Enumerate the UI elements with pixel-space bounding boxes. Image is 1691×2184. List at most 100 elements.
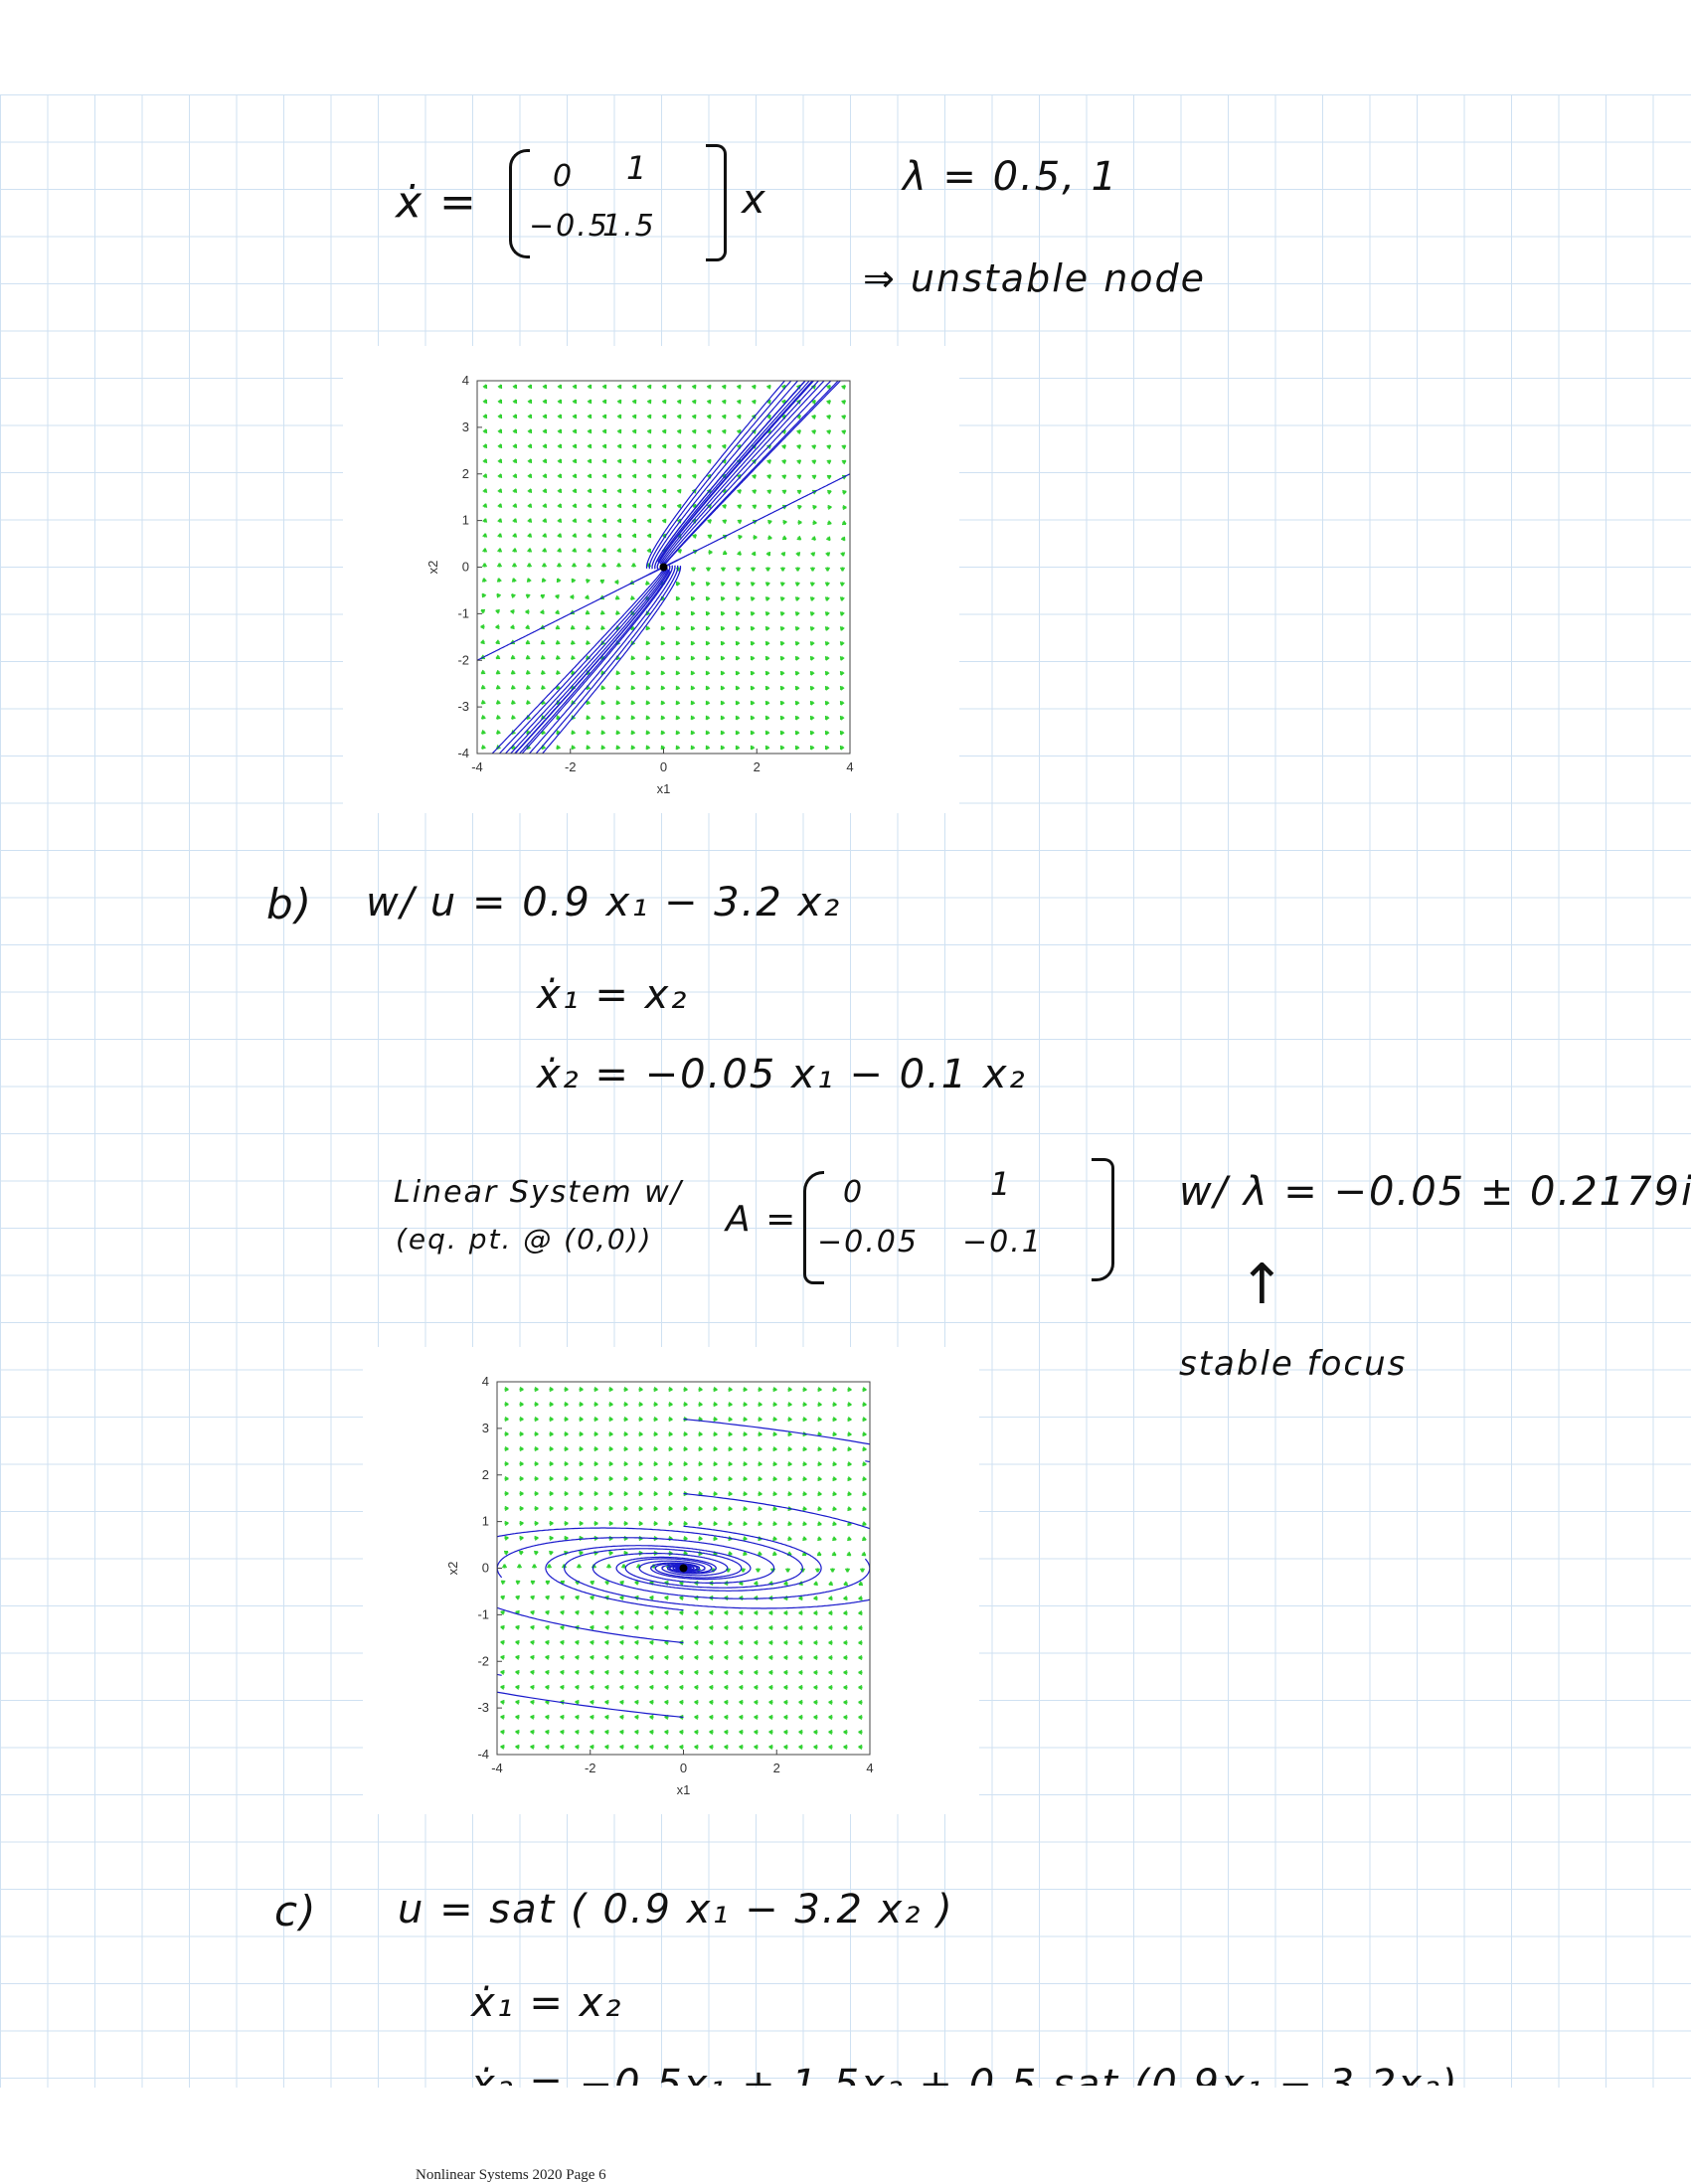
field-arrowhead [787,1417,792,1423]
field-arrowhead [504,1490,509,1497]
field-arrowhead [826,400,831,405]
field-arrowhead [534,1417,539,1423]
field-arrowhead [604,1609,609,1615]
field-arrowhead [690,640,696,646]
field-arrowhead [645,745,651,751]
field-arrowhead [811,474,817,480]
field-arrowhead [495,624,500,630]
field-arrowhead [743,1402,748,1408]
field-arrowhead [615,670,621,676]
field-arrowhead [661,503,667,509]
field-arrowhead [824,730,830,736]
field-arrowhead [634,1729,639,1735]
field-arrowhead [549,1387,554,1393]
field-arrowhead [510,654,516,660]
field-arrowhead [720,730,726,736]
field-arrowhead [713,1491,718,1497]
field-arrowhead [809,656,815,661]
field-arrowhead [839,656,845,661]
trajectory [535,565,679,754]
field-arrowhead [767,535,772,541]
field-arrowhead [694,1639,699,1645]
field-arrowhead [832,1446,837,1452]
field-arrowhead [707,534,713,540]
field-arrowhead [534,1535,539,1541]
field-arrowhead [545,1684,550,1690]
field-arrowhead [480,608,486,614]
field-arrowhead [660,655,666,661]
field-arrowhead [480,639,485,645]
field-arrowhead [600,700,606,706]
field-arrowhead [653,1387,658,1393]
field-arrowhead [586,745,592,751]
field-arrowhead [709,1684,714,1690]
field-arrowhead [649,1624,654,1630]
field-arrowhead [660,745,666,751]
field-arrowhead [616,473,622,479]
field-arrowhead [527,533,533,538]
field-arrowhead [694,1669,699,1675]
field-arrowhead [739,1714,744,1720]
field-arrowhead [634,1744,639,1750]
field-arrowhead [772,1387,777,1393]
field-arrowhead [798,1684,803,1690]
field-arrowhead [728,1446,733,1452]
field-arrowhead [560,1595,565,1600]
field-arrowhead [519,1445,524,1452]
trajectory [528,565,676,754]
trajectory [491,566,666,754]
field-arrowhead [542,548,548,553]
field-arrowhead [839,567,846,572]
field-arrowhead [811,415,816,420]
field-arrowhead [843,1699,848,1706]
field-arrowhead [787,1491,792,1497]
field-arrowhead [843,1684,848,1691]
field-arrowhead [766,474,772,479]
field-arrowhead [708,549,713,556]
field-arrowhead [530,1684,535,1690]
field-arrowhead [615,685,621,691]
field-arrowhead [500,1714,505,1720]
field-arrowhead [739,1744,744,1750]
x-tick-label: 4 [846,759,853,774]
field-arrowhead [587,503,592,509]
field-arrowhead [556,578,562,584]
field-arrowhead [743,1387,748,1393]
field-arrowhead [571,563,578,568]
field-arrowhead [694,1729,699,1735]
a-eigenvalues: λ = 0.5, 1 [903,154,1119,200]
field-arrowhead [586,563,592,568]
a-m22: 1.5 [602,209,656,244]
field-arrowhead [787,1521,792,1527]
field-arrowhead [540,593,546,599]
field-arrowhead [634,1609,639,1615]
field-arrowhead [542,443,548,449]
field-arrowhead [847,1402,852,1408]
field-arrowhead [706,428,712,434]
field-arrowhead [832,1476,837,1482]
field-arrowhead [623,1506,628,1512]
field-arrowhead [480,623,485,630]
b-linear-note-2: (eq. pt. @ (0,0)) [396,1223,653,1256]
field-arrowhead [827,520,832,526]
field-arrowhead [608,1476,613,1482]
a-m12: 1 [626,149,649,187]
field-arrowhead [549,1402,554,1408]
field-arrowhead [724,1624,729,1630]
field-arrowhead [720,745,726,751]
field-arrowhead [575,1684,580,1690]
field-arrowhead [519,1417,524,1423]
field-arrowhead [653,1446,658,1452]
field-arrowhead [515,1714,520,1720]
field-arrowhead [600,745,606,751]
field-arrowhead [698,1536,703,1542]
field-arrowhead [690,670,696,676]
field-arrowhead [605,1564,612,1569]
field-arrowhead [675,745,681,751]
field-arrowhead [501,1564,508,1569]
field-arrowhead [534,1431,539,1437]
field-arrowhead [728,1402,733,1408]
field-arrowhead [828,1669,833,1676]
y-tick-label: 4 [462,373,469,388]
field-arrowhead [676,473,682,479]
